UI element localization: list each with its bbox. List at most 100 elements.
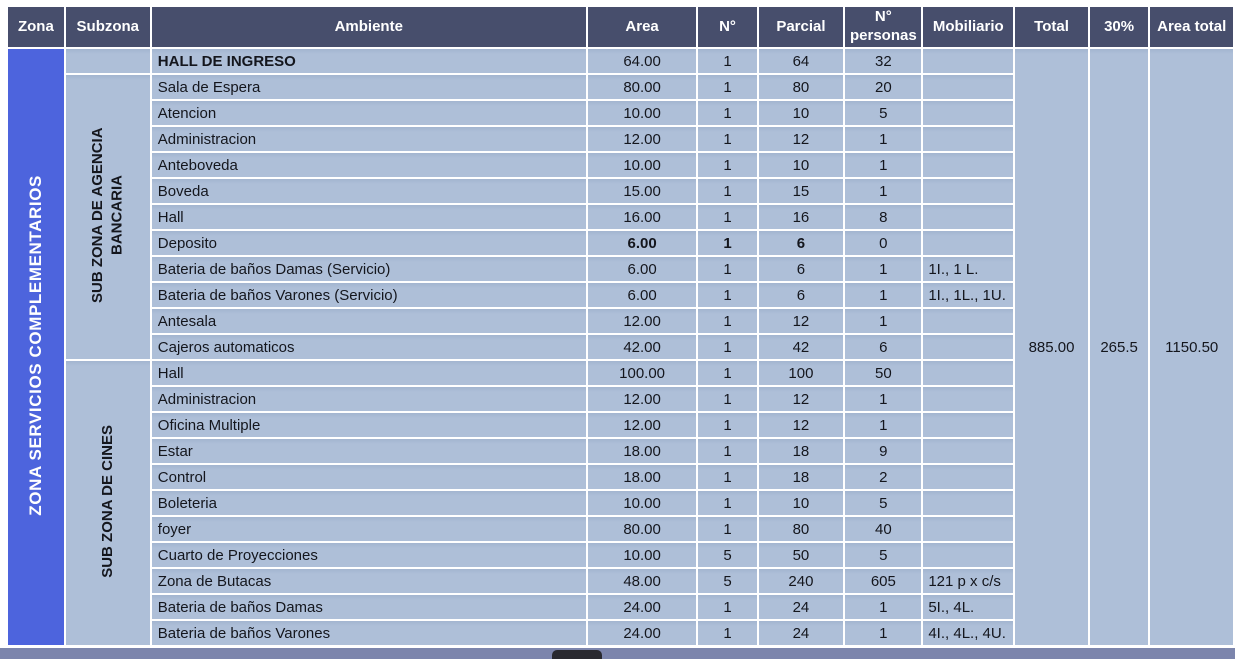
parcial-cell: 18	[758, 439, 844, 463]
table-row: Atencion 10.00 1 10 5	[8, 101, 1233, 125]
subzona-cell-cines: SUB ZONA DE CINES	[65, 361, 150, 645]
ambiente-cell: Antesala	[151, 309, 586, 333]
personas-cell: 1	[845, 595, 922, 619]
table-row: Bateria de baños Damas 24.00 1 24 1 5I., 4L.	[8, 595, 1233, 619]
personas-cell: 0	[845, 231, 922, 255]
table-header: Zona Subzona Ambiente Area N° Parcial N°…	[8, 7, 1233, 47]
col-header-zona: Zona	[8, 7, 64, 47]
parcial-cell: 6	[758, 257, 844, 281]
personas-cell: 2	[845, 465, 922, 489]
area-cell: 10.00	[587, 491, 697, 515]
mobiliario-cell	[923, 127, 1014, 151]
ambiente-cell: Bateria de baños Varones	[151, 621, 586, 645]
parcial-cell: 80	[758, 517, 844, 541]
table-row: SUB ZONA DE CINES Hall 100.00 1 100 50	[8, 361, 1233, 645]
parcial-cell: 10	[758, 101, 844, 125]
mobiliario-cell	[923, 335, 1014, 359]
area-cell: 100.00	[587, 361, 697, 385]
numero-cell: 1	[698, 127, 757, 151]
parcial-cell: 12	[758, 387, 844, 411]
area-cell: 42.00	[587, 335, 697, 359]
scrollbar-thumb[interactable]	[552, 650, 602, 659]
numero-cell: 1	[698, 75, 757, 99]
col-header-30pct: 30%	[1089, 7, 1149, 47]
col-header-total: Total	[1015, 7, 1088, 47]
ambiente-cell: Sala de Espera	[151, 75, 586, 99]
table-row: Zona de Butacas 48.00 5 240 605 121 p x c/s	[8, 569, 1233, 593]
parcial-cell: 12	[758, 309, 844, 333]
area-cell: 18.00	[587, 439, 697, 463]
numero-cell: 1	[698, 309, 757, 333]
personas-cell: 5	[845, 491, 922, 515]
numero-cell: 1	[698, 153, 757, 177]
mobiliario-cell	[923, 361, 1014, 385]
col-header-parcial: Parcial	[758, 7, 844, 47]
personas-cell: 8	[845, 205, 922, 229]
mobiliario-cell	[923, 413, 1014, 437]
ambiente-cell: Control	[151, 465, 586, 489]
numero-cell: 5	[698, 569, 757, 593]
area-cell: 18.00	[587, 465, 697, 489]
numero-cell: 1	[698, 413, 757, 437]
table-row: Hall 16.00 1 16 8	[8, 205, 1233, 229]
ambiente-cell: Bateria de baños Damas	[151, 595, 586, 619]
pct30-cell: 265.5	[1089, 49, 1149, 645]
mobiliario-cell: 121 p x c/s	[923, 569, 1014, 593]
area-cell: 6.00	[587, 231, 697, 255]
area-cell: 24.00	[587, 621, 697, 645]
ambiente-cell: Boleteria	[151, 491, 586, 515]
mobiliario-cell: 1I., 1L., 1U.	[923, 283, 1014, 307]
numero-cell: 1	[698, 361, 757, 385]
personas-cell: 1	[845, 387, 922, 411]
mobiliario-cell: 5I., 4L.	[923, 595, 1014, 619]
mobiliario-cell	[923, 543, 1014, 567]
personas-cell: 50	[845, 361, 922, 385]
col-header-mobiliario: Mobiliario	[923, 7, 1014, 47]
horizontal-scrollbar-track[interactable]	[0, 648, 1235, 659]
parcial-cell: 80	[758, 75, 844, 99]
parcial-cell: 24	[758, 595, 844, 619]
table-body: ZONA SERVICIOS COMPLEMENTARIOS HALL DE IN…	[8, 49, 1233, 645]
personas-cell: 1	[845, 621, 922, 645]
parcial-cell: 15	[758, 179, 844, 203]
personas-cell: 1	[845, 413, 922, 437]
personas-cell: 40	[845, 517, 922, 541]
parcial-cell: 42	[758, 335, 844, 359]
numero-cell: 5	[698, 543, 757, 567]
numero-cell: 1	[698, 439, 757, 463]
ambiente-cell: Hall	[151, 205, 586, 229]
ambiente-cell: Bateria de baños Varones (Servicio)	[151, 283, 586, 307]
numero-cell: 1	[698, 621, 757, 645]
ambiente-cell: Estar	[151, 439, 586, 463]
col-header-area: Area	[587, 7, 697, 47]
personas-cell: 1	[845, 127, 922, 151]
table-row: SUB ZONA DE AGENCIA BANCARIA Sala de Espe…	[8, 75, 1233, 359]
table-row: Bateria de baños Varones 24.00 1 24 1 4I., 4L…	[8, 621, 1233, 645]
table-row: Administracion 12.00 1 12 1	[8, 127, 1233, 151]
ambiente-cell: Zona de Butacas	[151, 569, 586, 593]
mobiliario-cell	[923, 465, 1014, 489]
ambiente-cell: Oficina Multiple	[151, 413, 586, 437]
subzona-cell-agencia-bancaria: SUB ZONA DE AGENCIA BANCARIA	[65, 75, 150, 359]
area-cell: 12.00	[587, 413, 697, 437]
table-row: Antesala 12.00 1 12 1	[8, 309, 1233, 333]
parcial-cell: 10	[758, 491, 844, 515]
personas-cell: 1	[845, 309, 922, 333]
parcial-cell: 6	[758, 283, 844, 307]
personas-cell: 9	[845, 439, 922, 463]
parcial-cell: 12	[758, 127, 844, 151]
parcial-cell: 50	[758, 543, 844, 567]
parcial-cell: 18	[758, 465, 844, 489]
numero-cell: 1	[698, 595, 757, 619]
mobiliario-cell	[923, 387, 1014, 411]
numero-cell: 1	[698, 335, 757, 359]
parcial-cell: 100	[758, 361, 844, 385]
numero-cell: 1	[698, 101, 757, 125]
numero-cell: 1	[698, 283, 757, 307]
area-cell: 16.00	[587, 205, 697, 229]
personas-cell: 1	[845, 257, 922, 281]
ambiente-cell: Deposito	[151, 231, 586, 255]
total-cell: 885.00	[1015, 49, 1088, 645]
mobiliario-cell	[923, 231, 1014, 255]
numero-cell: 1	[698, 231, 757, 255]
